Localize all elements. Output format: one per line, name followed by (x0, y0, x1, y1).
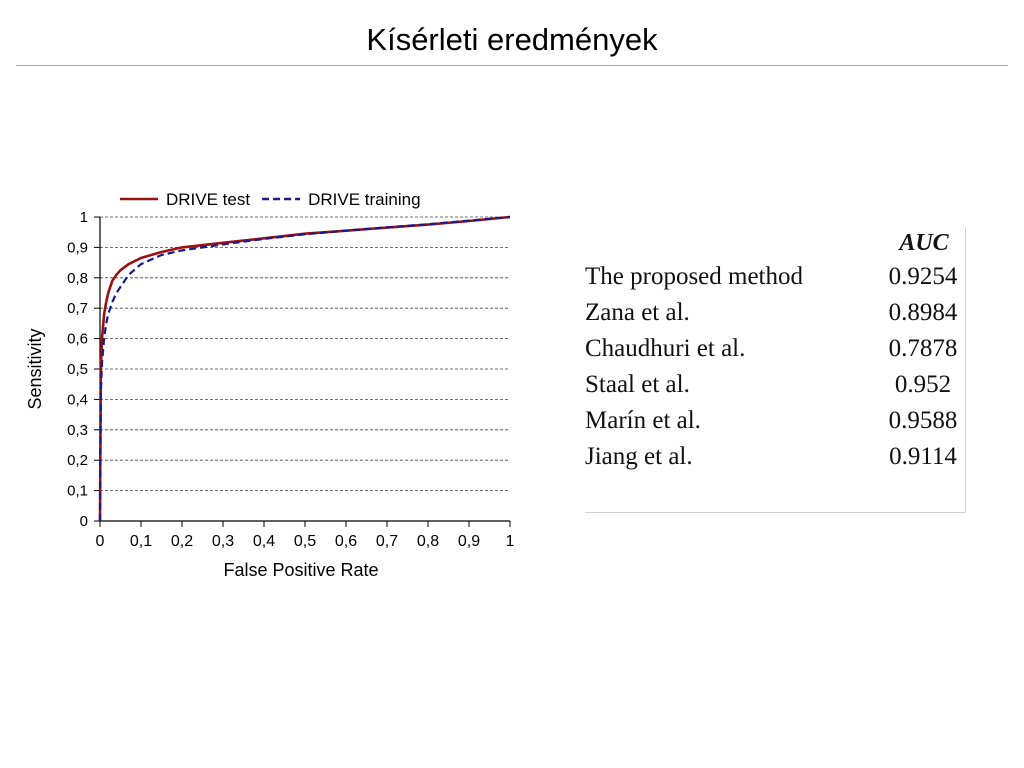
y-axis-title: Sensitivity (25, 328, 45, 409)
method-name: The proposed method (585, 263, 804, 290)
y-tick-label: 0,7 (67, 300, 88, 317)
y-tick-label: 0 (80, 513, 88, 530)
y-tick-label: 0,3 (67, 422, 88, 439)
method-name: Zana et al. (585, 299, 690, 326)
slide-title: Kísérleti eredmények (366, 22, 658, 57)
x-tick-label: 0 (96, 533, 105, 550)
auc-value: 0.9254 (888, 263, 958, 290)
x-tick-label: 0,3 (212, 533, 234, 550)
y-tick-label: 0,9 (67, 239, 88, 256)
auc-table-row: Jiang et al. 0.9114 (585, 443, 964, 479)
auc-value: 0.8984 (888, 299, 958, 326)
y-tick-label: 0,1 (67, 483, 88, 500)
x-tick-label: 0,5 (294, 533, 316, 550)
auc-value: 0.9588 (888, 407, 958, 434)
legend-label: DRIVE training (308, 190, 420, 209)
x-tick-label: 1 (506, 533, 514, 550)
auc-value: 0.9114 (889, 443, 957, 470)
x-tick-label: 0,7 (376, 533, 398, 550)
auc-table-row: Staal et al. 0.952 (585, 371, 964, 407)
y-tick-label: 0,5 (67, 361, 88, 378)
method-name: Jiang et al. (585, 443, 693, 470)
chart-background (22, 185, 514, 580)
series-line-drive-training (98, 215, 511, 522)
x-tick-label: 0,6 (335, 533, 357, 550)
series-line-drive-test (98, 215, 511, 522)
auc-value: 0.952 (894, 371, 952, 398)
auc-value: 0.7878 (888, 335, 958, 362)
auc-column-header: AUC (899, 230, 949, 256)
y-tick-label: 0,4 (67, 391, 88, 408)
x-tick-label: 0,9 (458, 533, 480, 550)
method-name: Staal et al. (585, 371, 690, 398)
x-tick-label: 0,1 (130, 533, 152, 550)
y-tick-label: 0,6 (67, 331, 88, 348)
roc-chart-svg: DRIVE test DRIVE training 0 0,1 0,2 0,3 0,4 0,… (22, 185, 514, 580)
y-tick-label: 0,8 (67, 270, 88, 287)
legend-label: DRIVE test (166, 190, 250, 209)
auc-table-row: Zana et al. 0.8984 (585, 299, 964, 335)
x-tick-label: 0,8 (417, 533, 439, 550)
x-tick-label: 0,4 (253, 533, 275, 550)
x-tick-label: 0,2 (171, 533, 193, 550)
y-tick-label: 1 (80, 209, 88, 226)
x-axis-title: False Positive Rate (223, 560, 378, 580)
auc-table-row: Marín et al. 0.9588 (585, 407, 964, 443)
auc-table-row: Chaudhuri et al. 0.7878 (585, 335, 964, 371)
title-divider (16, 65, 1008, 66)
roc-chart: DRIVE test DRIVE training 0 0,1 0,2 0,3 0,4 0,… (22, 185, 514, 580)
auc-table: AUC The proposed method 0.9254 Zana et al.… (585, 228, 966, 513)
method-name: Marín et al. (585, 407, 701, 434)
method-name: Chaudhuri et al. (585, 335, 746, 362)
y-tick-label: 0,2 (67, 452, 88, 469)
auc-table-row: The proposed method 0.9254 (585, 263, 964, 299)
